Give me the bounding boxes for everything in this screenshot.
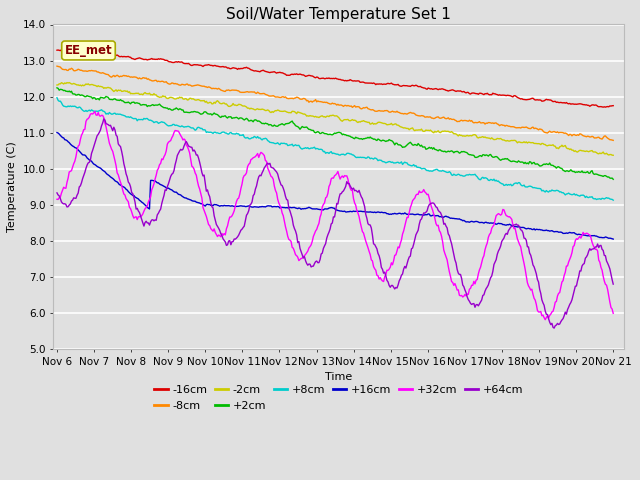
X-axis label: Time: Time [325, 372, 353, 383]
Title: Soil/Water Temperature Set 1: Soil/Water Temperature Set 1 [227, 7, 451, 22]
Y-axis label: Temperature (C): Temperature (C) [7, 142, 17, 232]
Legend: -16cm, -8cm, -2cm, +2cm, +8cm, +16cm, +32cm, +64cm: -16cm, -8cm, -2cm, +2cm, +8cm, +16cm, +3… [150, 381, 528, 415]
Text: EE_met: EE_met [65, 44, 112, 57]
